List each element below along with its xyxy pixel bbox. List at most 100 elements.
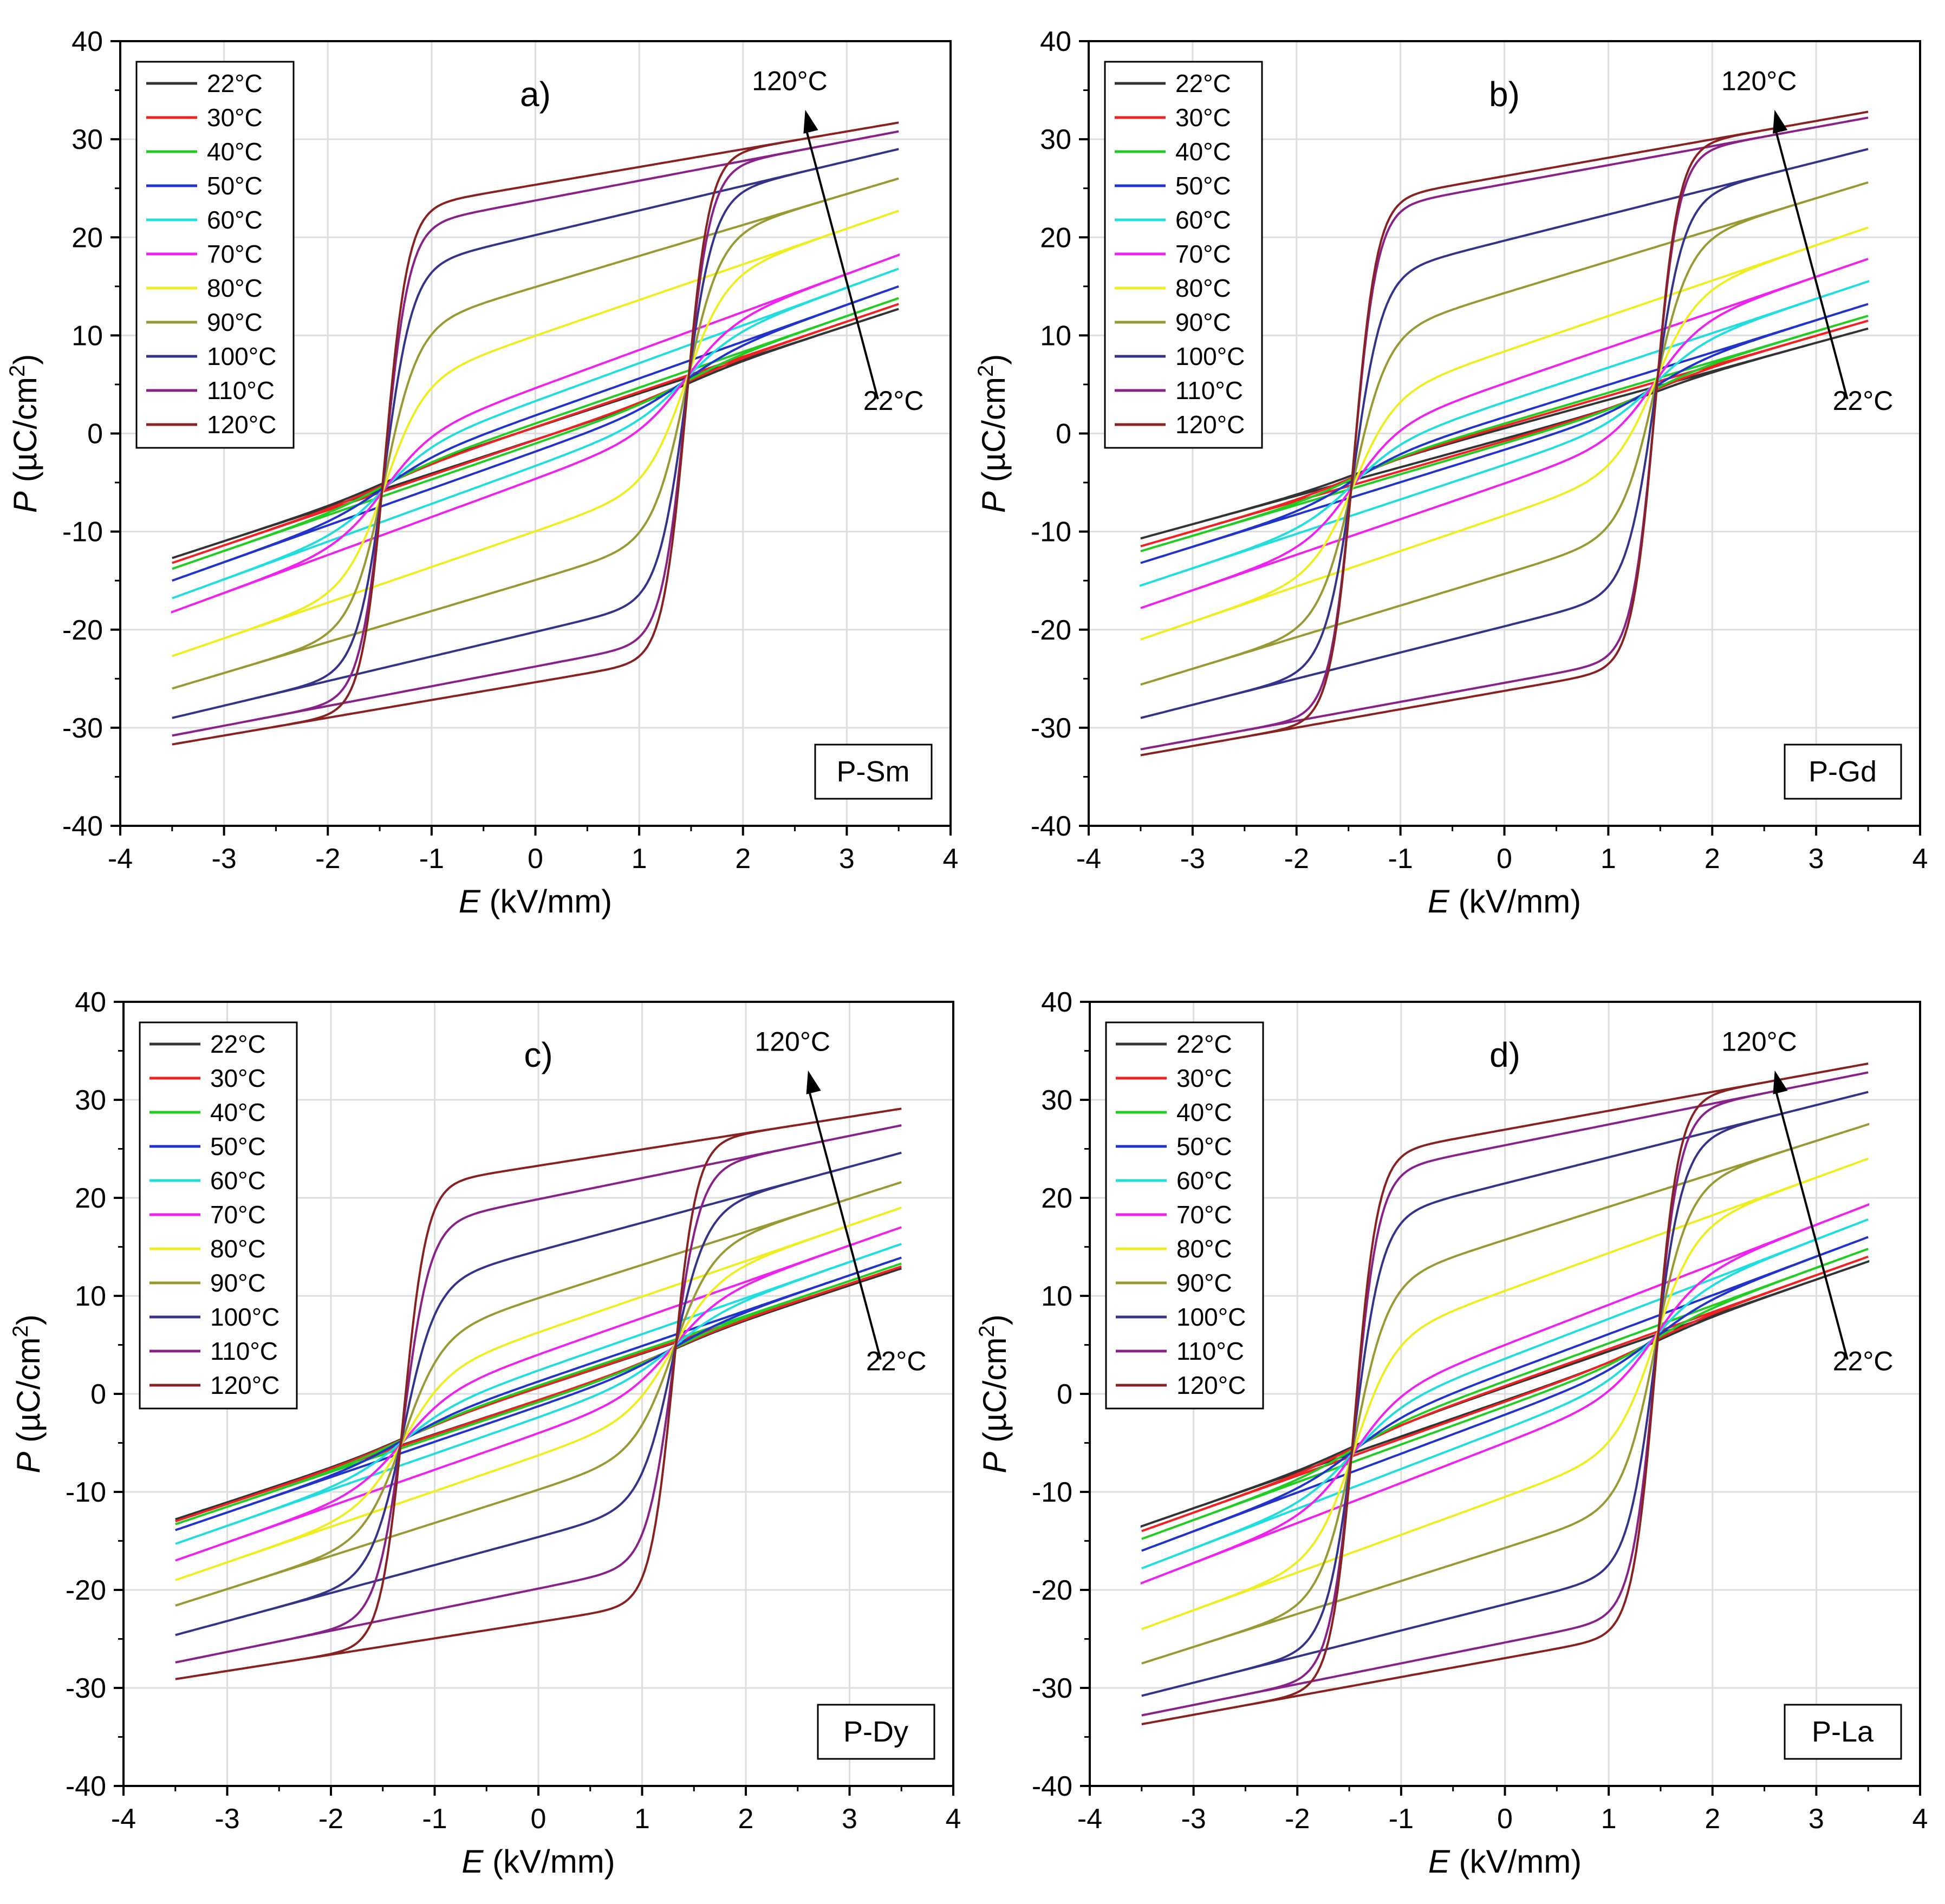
legend-label: 60°C xyxy=(1176,1166,1232,1195)
legend-label: 80°C xyxy=(207,274,263,302)
legend-label: 60°C xyxy=(1175,206,1231,234)
y-tick-label: -20 xyxy=(62,615,103,646)
y-axis-title: P (µC/cm2) xyxy=(974,354,1012,513)
y-tick-label: -10 xyxy=(62,517,103,548)
x-tick-label: -2 xyxy=(1285,1803,1310,1835)
annotation-120C: 120°C xyxy=(754,1027,830,1057)
panel-letter: a) xyxy=(520,75,551,114)
legend-label: 120°C xyxy=(210,1371,279,1399)
loop-100C xyxy=(1141,1091,1869,1697)
loop-60C xyxy=(175,1243,902,1545)
trend-arrow-shaft xyxy=(804,126,879,400)
sample-label-box xyxy=(814,744,933,800)
x-tick-label: -4 xyxy=(1077,1803,1102,1835)
y-tick-label: 20 xyxy=(75,1183,106,1214)
legend-label: 22°C xyxy=(1175,69,1231,97)
y-tick-label: 0 xyxy=(90,1379,106,1410)
x-tick-label: 4 xyxy=(1913,843,1928,875)
legend-label: 30°C xyxy=(207,103,263,132)
trend-arrow-head xyxy=(803,109,818,134)
legend-label: 22°C xyxy=(207,69,263,97)
annotation-120C: 120°C xyxy=(1721,1027,1797,1057)
legend: 22°C 30°C 40°C 50°C 60°C 70°C 80°C 90°C 100°C 110… xyxy=(139,1021,298,1410)
y-axis-title: P (µC/cm2) xyxy=(9,1314,47,1473)
legend-label: 100°C xyxy=(210,1303,279,1331)
legend-label: 90°C xyxy=(207,308,263,336)
x-tick-label: -1 xyxy=(1388,843,1413,875)
legend-label: 70°C xyxy=(210,1201,266,1229)
trend-arrow-shaft xyxy=(806,1086,882,1360)
loop-40C xyxy=(172,297,899,570)
legend: 22°C 30°C 40°C 50°C 60°C 70°C 80°C 90°C 100°C 110… xyxy=(1104,61,1263,449)
y-axis-title: P (µC/cm2) xyxy=(5,354,43,513)
legend-label: 50°C xyxy=(207,172,263,200)
loop-40C xyxy=(1140,315,1869,552)
y-tick-label: 10 xyxy=(75,1281,106,1312)
sample-label: P-Gd xyxy=(1809,755,1877,788)
loop-50C xyxy=(175,1256,902,1531)
x-axis-title: E (kV/mm) xyxy=(459,883,612,920)
loop-110C xyxy=(1140,116,1869,751)
loop-60C xyxy=(1141,1218,1869,1570)
trend-arrow-head xyxy=(806,1070,821,1094)
loop-110C xyxy=(1141,1071,1869,1717)
y-tick-label: 0 xyxy=(1056,419,1071,450)
loop-120C xyxy=(1140,110,1869,757)
x-tick-label: -2 xyxy=(318,1803,343,1835)
panel-letter: c) xyxy=(524,1035,552,1074)
y-tick-label: -20 xyxy=(66,1575,106,1606)
y-tick-label: -10 xyxy=(1031,517,1071,548)
trend-arrow-shaft xyxy=(1773,126,1849,400)
y-tick-label: 10 xyxy=(1040,320,1071,351)
y-tick-label: 30 xyxy=(1040,124,1071,155)
loop-70C xyxy=(1140,1203,1870,1585)
sample-label: P-Sm xyxy=(837,755,910,788)
x-tick-label: 3 xyxy=(1809,1803,1824,1835)
loop-60C xyxy=(172,268,899,599)
x-tick-label: 4 xyxy=(943,843,959,875)
y-tick-label: 40 xyxy=(71,26,103,57)
loop-60C xyxy=(1139,279,1870,588)
x-tick-label: 3 xyxy=(839,843,855,875)
loop-110C xyxy=(172,130,899,737)
x-tick-label: -4 xyxy=(1076,843,1101,875)
legend-label: 90°C xyxy=(1175,308,1231,336)
x-tick-label: 2 xyxy=(738,1803,754,1835)
legend-label: 120°C xyxy=(207,410,276,439)
y-tick-label: 30 xyxy=(71,124,103,155)
legend-label: 110°C xyxy=(210,1337,278,1365)
x-tick-label: -2 xyxy=(1284,843,1309,875)
legend-label: 110°C xyxy=(207,376,275,405)
legend-label: 80°C xyxy=(210,1235,266,1263)
loop-80C xyxy=(1141,1157,1869,1631)
x-tick-label: 2 xyxy=(1705,843,1720,875)
sample-label-box xyxy=(817,1704,935,1760)
loop-30C xyxy=(1141,1255,1869,1533)
annotation-22C: 22°C xyxy=(866,1346,927,1377)
loop-120C xyxy=(1141,1062,1869,1725)
trend-arrow-shaft xyxy=(1773,1086,1849,1360)
x-tick-label: -3 xyxy=(214,1803,239,1835)
x-tick-label: -2 xyxy=(315,843,340,875)
y-tick-label: -10 xyxy=(66,1477,106,1508)
legend-label: 100°C xyxy=(1176,1303,1246,1331)
loop-100C xyxy=(175,1151,902,1636)
sample-label: P-La xyxy=(1812,1716,1874,1748)
x-tick-label: -1 xyxy=(422,1803,447,1835)
x-axis-title: E (kV/mm) xyxy=(1428,1843,1582,1880)
x-tick-label: 0 xyxy=(528,843,543,875)
x-tick-label: 0 xyxy=(1497,1803,1513,1835)
x-tick-label: -1 xyxy=(419,843,444,875)
loop-70C xyxy=(171,253,900,614)
y-tick-label: 40 xyxy=(1041,987,1072,1018)
loop-50C xyxy=(172,285,899,582)
legend-label: 100°C xyxy=(1175,342,1245,370)
x-tick-label: -3 xyxy=(1180,843,1205,875)
y-axis-title: P (µC/cm2) xyxy=(975,1314,1013,1473)
annotation-120C: 120°C xyxy=(752,66,828,96)
annotation-22C: 22°C xyxy=(863,386,924,416)
loop-80C xyxy=(172,210,899,657)
panel-letter: d) xyxy=(1489,1035,1520,1074)
loop-90C xyxy=(1140,181,1869,686)
